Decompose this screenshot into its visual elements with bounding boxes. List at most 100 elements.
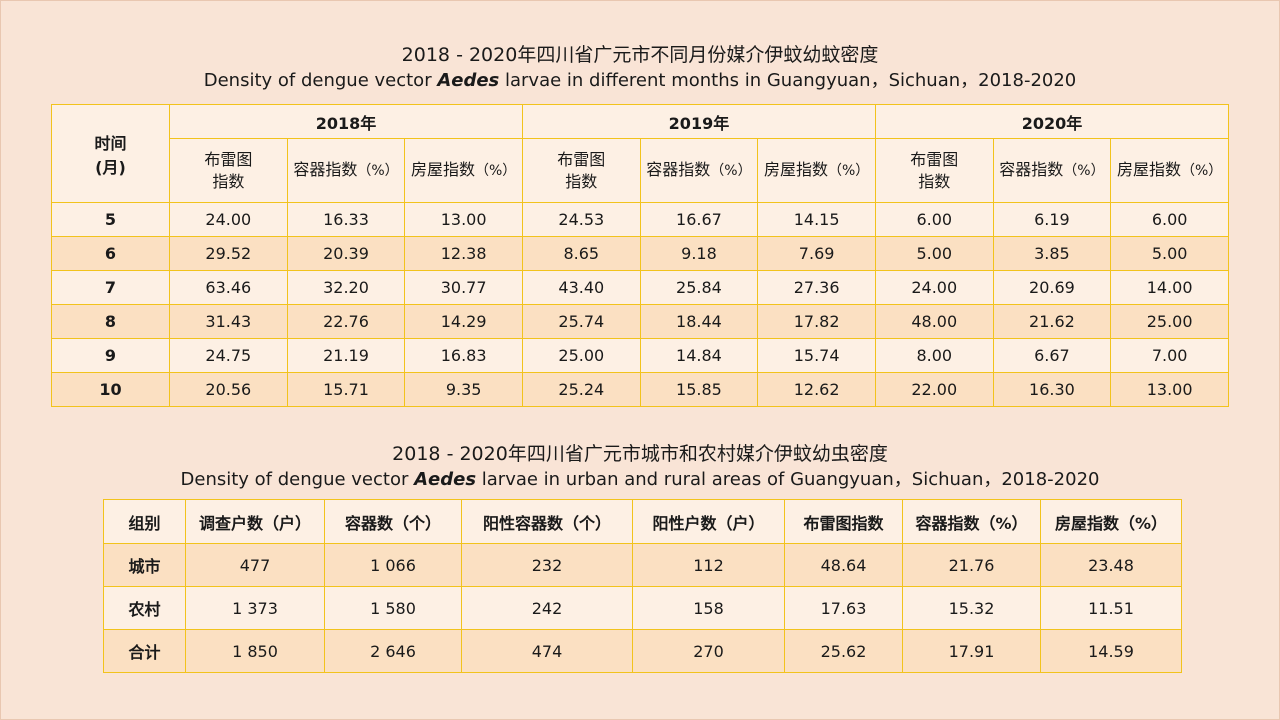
- title1-en-pre: Density of dengue vector: [203, 70, 438, 91]
- value-cell: 5.00: [1110, 236, 1229, 271]
- month-cell: 9: [51, 338, 170, 373]
- value-cell: 23.48: [1040, 543, 1182, 587]
- column-header: 调查户数（户）: [185, 499, 325, 544]
- table-row: 农村 1 373 1 580 242 158 17.63 15.32 11.51: [103, 586, 1182, 630]
- value-cell: 8.65: [521, 236, 641, 271]
- value-cell: 14.59: [1040, 629, 1182, 673]
- value-cell: 43.40: [521, 270, 641, 305]
- value-cell: 21.19: [286, 338, 406, 373]
- column-header: 布雷图指数: [784, 499, 903, 544]
- value-cell: 17.82: [757, 304, 876, 339]
- container-index-header: 容器指数（%）: [286, 138, 406, 203]
- value-cell: 25.00: [521, 338, 641, 373]
- value-cell: 29.52: [169, 236, 288, 271]
- time-header: 时间 (月): [51, 104, 170, 203]
- breteau-index-header: 布雷图 指数: [521, 138, 641, 203]
- value-cell: 9.18: [639, 236, 759, 271]
- value-cell: 1 850: [185, 629, 325, 673]
- value-cell: 6.19: [992, 202, 1112, 237]
- month-cell: 6: [51, 236, 170, 271]
- value-cell: 112: [632, 543, 785, 587]
- bi-line1: 布雷图: [557, 149, 606, 169]
- bi-line1: 布雷图: [204, 149, 253, 169]
- column-header: 组别: [103, 499, 186, 544]
- value-cell: 22.00: [874, 372, 994, 407]
- table-row: 7 63.46 32.20 30.77 43.40 25.84 27.36 24.00 20.6…: [51, 270, 1229, 305]
- value-cell: 14.84: [639, 338, 759, 373]
- value-cell: 20.56: [169, 372, 288, 407]
- month-cell: 5: [51, 202, 170, 237]
- ci-pct: （%）: [710, 163, 752, 179]
- container-index-header: 容器指数（%）: [639, 138, 759, 203]
- house-index-header: 房屋指数（%）: [757, 138, 876, 203]
- table2-title-cn: 2018 - 2020年四川省广元市城市和农村媒介伊蚊幼虫密度: [392, 443, 888, 465]
- value-cell: 13.00: [404, 202, 523, 237]
- year-header-2020: 2020年: [874, 104, 1230, 139]
- value-cell: 48.64: [784, 543, 903, 587]
- column-header: 容器指数（%）: [902, 499, 1041, 544]
- month-cell: 7: [51, 270, 170, 305]
- value-cell: 8.00: [874, 338, 994, 373]
- value-cell: 14.00: [1110, 270, 1229, 305]
- group-cell: 城市: [103, 543, 186, 587]
- ci-label: 容器指数: [646, 160, 711, 179]
- hi-label: 房屋指数: [763, 160, 828, 179]
- title2-en-italic: Aedes: [414, 469, 477, 490]
- value-cell: 24.53: [521, 202, 641, 237]
- value-cell: 242: [461, 586, 633, 630]
- table-row: 9 24.75 21.19 16.83 25.00 14.84 15.74 8.00 6.67 7…: [51, 338, 1229, 373]
- value-cell: 158: [632, 586, 785, 630]
- value-cell: 15.71: [286, 372, 406, 407]
- value-cell: 7.00: [1110, 338, 1229, 373]
- table-row: 5 24.00 16.33 13.00 24.53 16.67 14.15 6.00 6.19 6…: [51, 202, 1229, 237]
- month-cell: 10: [51, 372, 170, 407]
- value-cell: 232: [461, 543, 633, 587]
- container-index-header: 容器指数（%）: [992, 138, 1112, 203]
- value-cell: 14.15: [757, 202, 876, 237]
- table-row: 6 29.52 20.39 12.38 8.65 9.18 7.69 5.00 3.85 5.00: [51, 236, 1229, 271]
- group-cell: 农村: [103, 586, 186, 630]
- value-cell: 6.67: [992, 338, 1112, 373]
- value-cell: 15.74: [757, 338, 876, 373]
- bi-line2: 指数: [565, 171, 598, 191]
- value-cell: 25.00: [1110, 304, 1229, 339]
- table-row: 10 20.56 15.71 9.35 25.24 15.85 12.62 22.00 16.3…: [51, 372, 1229, 407]
- bi-line2: 指数: [212, 171, 245, 191]
- column-header: 阳性容器数（个）: [461, 499, 633, 544]
- value-cell: 24.00: [169, 202, 288, 237]
- value-cell: 11.51: [1040, 586, 1182, 630]
- value-cell: 9.35: [404, 372, 523, 407]
- value-cell: 16.67: [639, 202, 759, 237]
- year-header-2019: 2019年: [521, 104, 876, 139]
- breteau-index-header: 布雷图 指数: [169, 138, 288, 203]
- value-cell: 14.29: [404, 304, 523, 339]
- value-cell: 30.77: [404, 270, 523, 305]
- value-cell: 18.44: [639, 304, 759, 339]
- value-cell: 16.30: [992, 372, 1112, 407]
- title2-en-pre: Density of dengue vector: [180, 469, 415, 490]
- table1-title-en: Density of dengue vector Aedes larvae in…: [0, 68, 1280, 94]
- value-cell: 20.69: [992, 270, 1112, 305]
- table-row: 合计 1 850 2 646 474 270 25.62 17.91 14.59: [103, 629, 1182, 673]
- table1-title-cn: 2018 - 2020年四川省广元市不同月份媒介伊蚊幼蚊密度: [401, 44, 879, 66]
- value-cell: 6.00: [874, 202, 994, 237]
- title1-en-post: larvae in different months in Guangyuan，…: [499, 70, 1077, 91]
- value-cell: 24.75: [169, 338, 288, 373]
- hi-pct: （%）: [1180, 163, 1223, 179]
- urban-rural-density-table: 组别 调查户数（户） 容器数（个） 阳性容器数（个） 阳性户数（户） 布雷图指数 容器指数（…: [103, 499, 1182, 673]
- value-cell: 7.69: [757, 236, 876, 271]
- table-row: 8 31.43 22.76 14.29 25.74 18.44 17.82 48.00 21.6…: [51, 304, 1229, 339]
- value-cell: 1 373: [185, 586, 325, 630]
- title1-en-italic: Aedes: [437, 70, 500, 91]
- value-cell: 48.00: [874, 304, 994, 339]
- column-header: 房屋指数（%）: [1040, 499, 1182, 544]
- value-cell: 16.33: [286, 202, 406, 237]
- value-cell: 3.85: [992, 236, 1112, 271]
- value-cell: 31.43: [169, 304, 288, 339]
- value-cell: 1 580: [324, 586, 462, 630]
- value-cell: 17.91: [902, 629, 1041, 673]
- time-header-line2: (月): [95, 157, 126, 177]
- ci-label: 容器指数: [999, 160, 1064, 179]
- value-cell: 32.20: [286, 270, 406, 305]
- value-cell: 15.32: [902, 586, 1041, 630]
